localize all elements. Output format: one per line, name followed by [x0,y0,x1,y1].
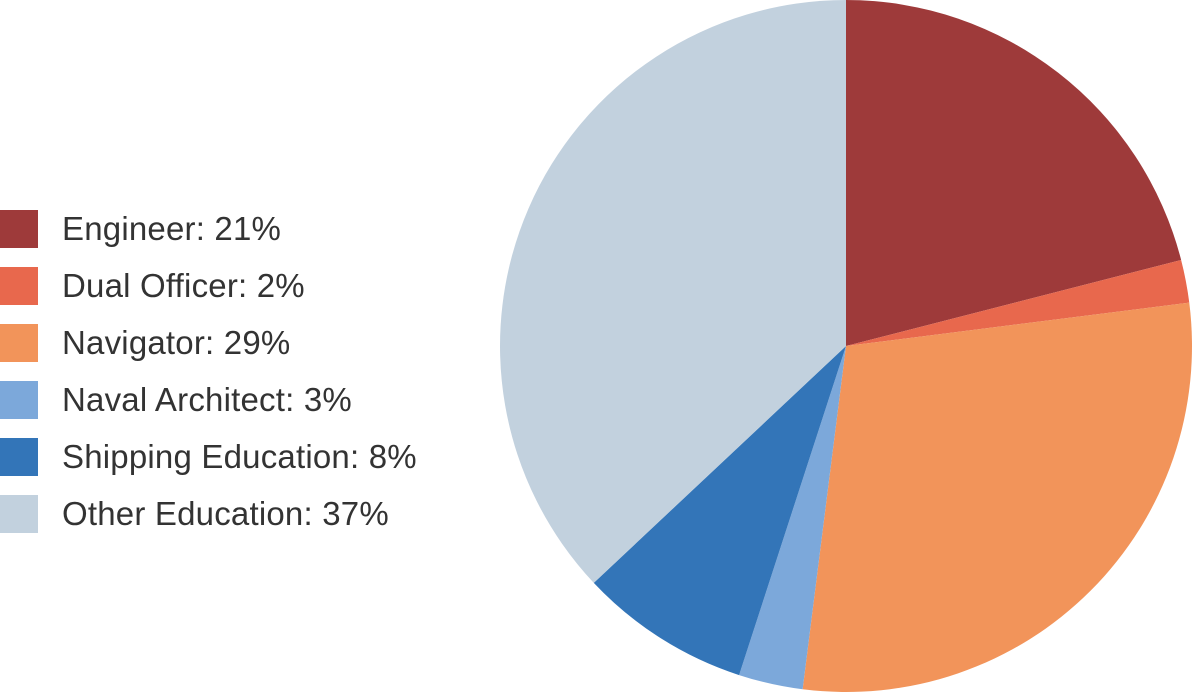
legend-item-other-education: Other Education: 37% [0,485,417,542]
legend-item-dual-officer: Dual Officer: 2% [0,257,417,314]
legend-swatch-navigator [0,323,38,362]
legend-item-navigator: Navigator: 29% [0,314,417,371]
pie-slice-navigator [802,302,1192,692]
legend-swatch-engineer [0,209,38,248]
legend-swatch-dual-officer [0,266,38,305]
pie-slice-shipping-education [593,346,846,676]
legend-label-navigator: Navigator: 29% [62,323,291,361]
legend-swatch-naval-architect [0,380,38,419]
legend: Engineer: 21% Dual Officer: 2% Navigator… [0,200,417,542]
pie-slice-naval-architect [739,346,846,690]
legend-label-shipping-education: Shipping Education: 8% [62,437,417,475]
pie-slice-dual-officer [846,259,1190,346]
legend-label-naval-architect: Naval Architect: 3% [62,380,352,418]
legend-item-naval-architect: Naval Architect: 3% [0,371,417,428]
legend-item-shipping-education: Shipping Education: 8% [0,428,417,485]
legend-label-dual-officer: Dual Officer: 2% [62,266,305,304]
pie-slices [500,0,1192,692]
pie-slice-other-education [500,0,846,583]
legend-label-other-education: Other Education: 37% [62,494,389,532]
legend-swatch-other-education [0,494,38,533]
legend-swatch-shipping-education [0,437,38,476]
legend-label-engineer: Engineer: 21% [62,209,282,247]
pie-slice-engineer [846,0,1182,346]
legend-item-engineer: Engineer: 21% [0,200,417,257]
